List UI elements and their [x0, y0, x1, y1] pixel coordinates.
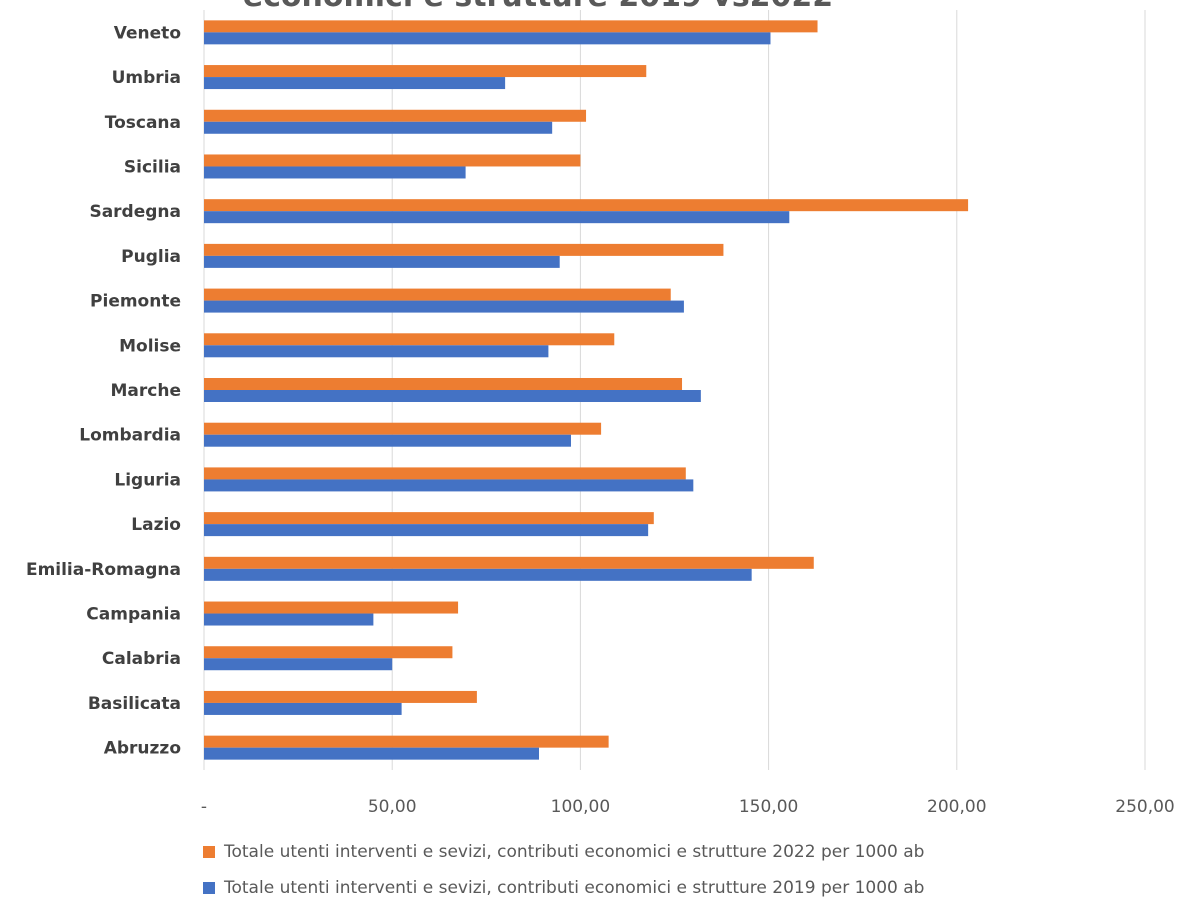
legend-swatch [203, 882, 215, 894]
bar [204, 77, 506, 90]
x-tick-label: 250,00 [1115, 797, 1174, 817]
category-label: Puglia [121, 247, 181, 267]
bar [204, 434, 571, 447]
bar [204, 568, 752, 581]
x-tick-label: 100,00 [551, 797, 610, 817]
bar [204, 658, 393, 671]
bar [204, 646, 453, 659]
legend: Totale utenti interventi e sevizi, contr… [203, 842, 924, 898]
bar [204, 479, 694, 492]
bar [204, 512, 654, 525]
bars [204, 20, 969, 760]
bar [204, 109, 587, 122]
x-tick-label: - [201, 797, 207, 817]
bar [204, 524, 649, 537]
bar [204, 556, 814, 569]
legend-label: Totale utenti interventi e sevizi, contr… [223, 878, 924, 898]
bar [204, 20, 818, 33]
bar [204, 345, 549, 358]
category-label: Abruzzo [104, 739, 181, 759]
bar [204, 166, 466, 179]
category-label: Liguria [114, 470, 181, 490]
bar [204, 422, 602, 435]
bar [204, 65, 647, 78]
category-label: Campania [86, 605, 181, 625]
bar [204, 32, 771, 45]
bar [204, 601, 459, 614]
category-labels: Veneto Umbria Toscana Sicilia Sardegna Puglia… [26, 23, 181, 758]
x-tick-label: 200,00 [927, 797, 986, 817]
x-tick-label: 150,00 [739, 797, 798, 817]
bar [204, 300, 684, 313]
legend-label: Totale utenti interventi e sevizi, contr… [223, 842, 924, 862]
category-label: Toscana [105, 113, 181, 133]
bar [204, 747, 539, 760]
category-label: Lazio [131, 515, 181, 535]
bar [204, 288, 671, 301]
category-label: Molise [119, 336, 181, 356]
category-label: Piemonte [90, 292, 181, 312]
bar [204, 378, 683, 390]
category-label: Calabria [102, 649, 181, 669]
category-label: Emilia-Romagna [26, 560, 181, 580]
category-label: Veneto [114, 23, 181, 43]
bar [204, 702, 402, 715]
bar [204, 243, 724, 256]
bar [204, 735, 609, 748]
bar [204, 199, 969, 212]
category-label: Basilicata [88, 694, 181, 714]
category-label: Marche [111, 381, 181, 401]
bar [204, 613, 374, 626]
x-tick-label: 50,00 [368, 797, 417, 817]
bar [204, 121, 553, 134]
x-tick-labels: - 50,00 100,00 150,00 200,00 250,00 [201, 797, 1175, 817]
bar [204, 690, 477, 703]
bar [204, 333, 615, 346]
bar [204, 255, 560, 268]
category-label: Sicilia [124, 157, 181, 177]
bar [204, 154, 581, 167]
bar [204, 211, 790, 224]
bar [204, 467, 686, 480]
category-label: Sardegna [89, 202, 181, 222]
category-label: Umbria [112, 68, 181, 88]
chart-title: economici e strutture 2019 vs2022 [243, 0, 833, 14]
legend-swatch [203, 846, 215, 858]
bar [204, 390, 701, 402]
category-label: Lombardia [79, 426, 181, 446]
